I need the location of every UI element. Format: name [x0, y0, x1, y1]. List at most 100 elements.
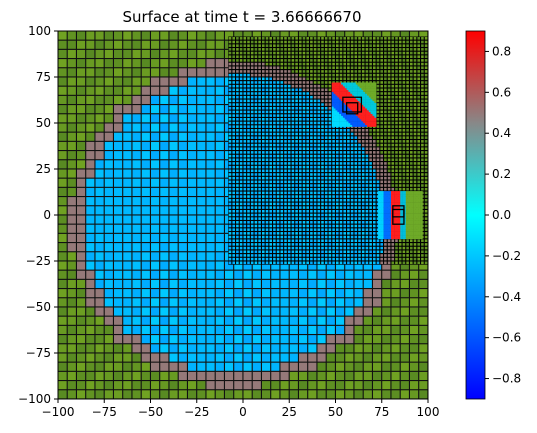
- grid-cell: [232, 147, 235, 150]
- grid-cell: [421, 81, 424, 84]
- grid-cell: [252, 390, 261, 399]
- grid-cell: [317, 132, 321, 136]
- grid-cell: [239, 92, 243, 95]
- grid-cell: [276, 129, 280, 132]
- grid-cell: [160, 316, 169, 325]
- grid-cell: [262, 243, 265, 246]
- grid-cell: [424, 162, 428, 165]
- grid-cell: [324, 254, 328, 257]
- grid-cell: [313, 232, 317, 235]
- grid-cell: [284, 221, 287, 224]
- grid-cell: [413, 151, 417, 154]
- grid-cell: [160, 279, 169, 288]
- grid-cell: [299, 66, 302, 70]
- grid-cell: [299, 187, 302, 191]
- grid-cell: [269, 165, 272, 169]
- grid-cell: [391, 250, 395, 254]
- grid-cell: [243, 213, 247, 217]
- grid-cell: [95, 49, 104, 58]
- grid-cell: [398, 51, 402, 55]
- grid-cell: [243, 243, 247, 246]
- grid-cell: [317, 307, 326, 316]
- grid-cell: [310, 235, 313, 239]
- grid-cell: [236, 154, 239, 158]
- grid-cell: [350, 81, 354, 84]
- grid-cell: [384, 125, 387, 128]
- grid-cell: [321, 88, 324, 92]
- grid-cell: [424, 246, 428, 250]
- grid-cell: [382, 298, 391, 307]
- grid-cell: [77, 68, 86, 77]
- grid-cell: [114, 68, 123, 77]
- grid-cell: [225, 31, 234, 40]
- grid-cell: [402, 176, 406, 180]
- grid-cell: [421, 180, 424, 184]
- grid-cell: [328, 206, 332, 209]
- grid-cell: [328, 66, 332, 70]
- grid-cell: [254, 198, 258, 202]
- grid-cell: [391, 70, 395, 73]
- grid-cell: [302, 44, 306, 47]
- grid-cell: [410, 73, 413, 77]
- grid-cell: [273, 70, 276, 73]
- grid-cell: [373, 154, 376, 158]
- grid-cell: [306, 158, 309, 162]
- grid-cell: [417, 114, 420, 117]
- grid-cell: [132, 31, 141, 40]
- grid-cell: [376, 81, 380, 84]
- grid-cell: [271, 289, 280, 298]
- grid-cell: [347, 151, 350, 154]
- grid-cell: [354, 209, 358, 213]
- grid-cell: [421, 106, 424, 110]
- grid-cell: [376, 206, 380, 209]
- grid-cell: [308, 335, 317, 344]
- grid-cell: [306, 103, 309, 106]
- grid-cell: [197, 381, 206, 390]
- grid-cell: [321, 129, 324, 132]
- grid-cell: [424, 81, 428, 84]
- grid-cell: [239, 257, 243, 261]
- grid-cell: [291, 114, 295, 117]
- grid-cell: [417, 73, 420, 77]
- grid-cell: [228, 217, 232, 220]
- grid-cell: [317, 114, 321, 117]
- grid-cell: [424, 117, 428, 121]
- grid-cell: [402, 151, 406, 154]
- grid-cell: [114, 335, 123, 344]
- grid-cell: [339, 169, 343, 173]
- grid-cell: [302, 209, 306, 213]
- grid-cell: [284, 209, 287, 213]
- grid-cell: [345, 335, 354, 344]
- grid-cell: [250, 165, 254, 169]
- grid-cell: [336, 180, 339, 184]
- grid-cell: [215, 132, 224, 141]
- grid-cell: [77, 252, 86, 261]
- grid-cell: [178, 31, 187, 40]
- grid-cell: [178, 344, 187, 353]
- grid-cell: [391, 162, 395, 165]
- grid-cell: [395, 162, 398, 165]
- grid-cell: [387, 169, 391, 173]
- grid-cell: [114, 105, 123, 114]
- grid-cell: [384, 44, 387, 47]
- grid-cell: [402, 99, 406, 103]
- grid-cell: [77, 233, 86, 242]
- grid-cell: [243, 169, 247, 173]
- grid-cell: [225, 316, 234, 325]
- grid-cell: [265, 121, 269, 125]
- grid-cell: [410, 254, 413, 257]
- grid-cell: [321, 147, 324, 150]
- grid-cell: [280, 40, 284, 44]
- grid-cell: [228, 73, 232, 77]
- grid-cell: [67, 270, 76, 279]
- grid-cell: [250, 84, 254, 88]
- grid-cell: [343, 180, 346, 184]
- grid-cell: [280, 209, 284, 213]
- grid-cell: [123, 344, 132, 353]
- grid-cell: [86, 270, 95, 279]
- grid-cell: [58, 335, 67, 344]
- grid-cell: [354, 143, 358, 147]
- grid-cell: [67, 279, 76, 288]
- grid-cell: [321, 232, 324, 235]
- grid-cell: [365, 243, 369, 246]
